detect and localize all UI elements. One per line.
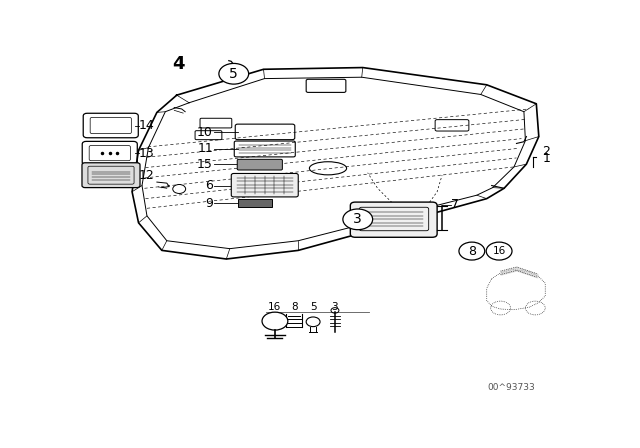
FancyBboxPatch shape xyxy=(231,173,298,197)
Circle shape xyxy=(343,209,372,230)
Text: 11: 11 xyxy=(197,142,213,155)
Text: 5: 5 xyxy=(229,67,238,81)
Circle shape xyxy=(262,312,288,330)
Text: 16: 16 xyxy=(268,302,282,312)
Text: 3: 3 xyxy=(332,302,339,312)
Text: 9: 9 xyxy=(205,197,213,210)
Text: 5: 5 xyxy=(310,302,316,312)
Text: 13: 13 xyxy=(138,146,154,159)
FancyBboxPatch shape xyxy=(237,159,282,170)
Text: 00^93733: 00^93733 xyxy=(488,383,536,392)
Circle shape xyxy=(459,242,484,260)
Text: 7: 7 xyxy=(451,198,459,211)
Text: 8: 8 xyxy=(291,302,298,312)
Text: 12: 12 xyxy=(138,169,154,182)
Text: 6: 6 xyxy=(205,179,213,192)
Text: 2: 2 xyxy=(542,145,550,158)
Circle shape xyxy=(219,64,248,84)
Text: 4: 4 xyxy=(172,55,184,73)
Text: 10: 10 xyxy=(197,125,213,138)
Text: 14: 14 xyxy=(138,119,154,132)
FancyBboxPatch shape xyxy=(350,202,437,237)
FancyBboxPatch shape xyxy=(237,199,272,207)
FancyBboxPatch shape xyxy=(82,163,140,188)
Text: 8: 8 xyxy=(468,245,476,258)
Text: 1: 1 xyxy=(542,152,550,165)
Text: 16: 16 xyxy=(493,246,506,256)
Text: 15: 15 xyxy=(197,158,213,171)
Circle shape xyxy=(486,242,512,260)
Text: 3: 3 xyxy=(353,212,362,226)
